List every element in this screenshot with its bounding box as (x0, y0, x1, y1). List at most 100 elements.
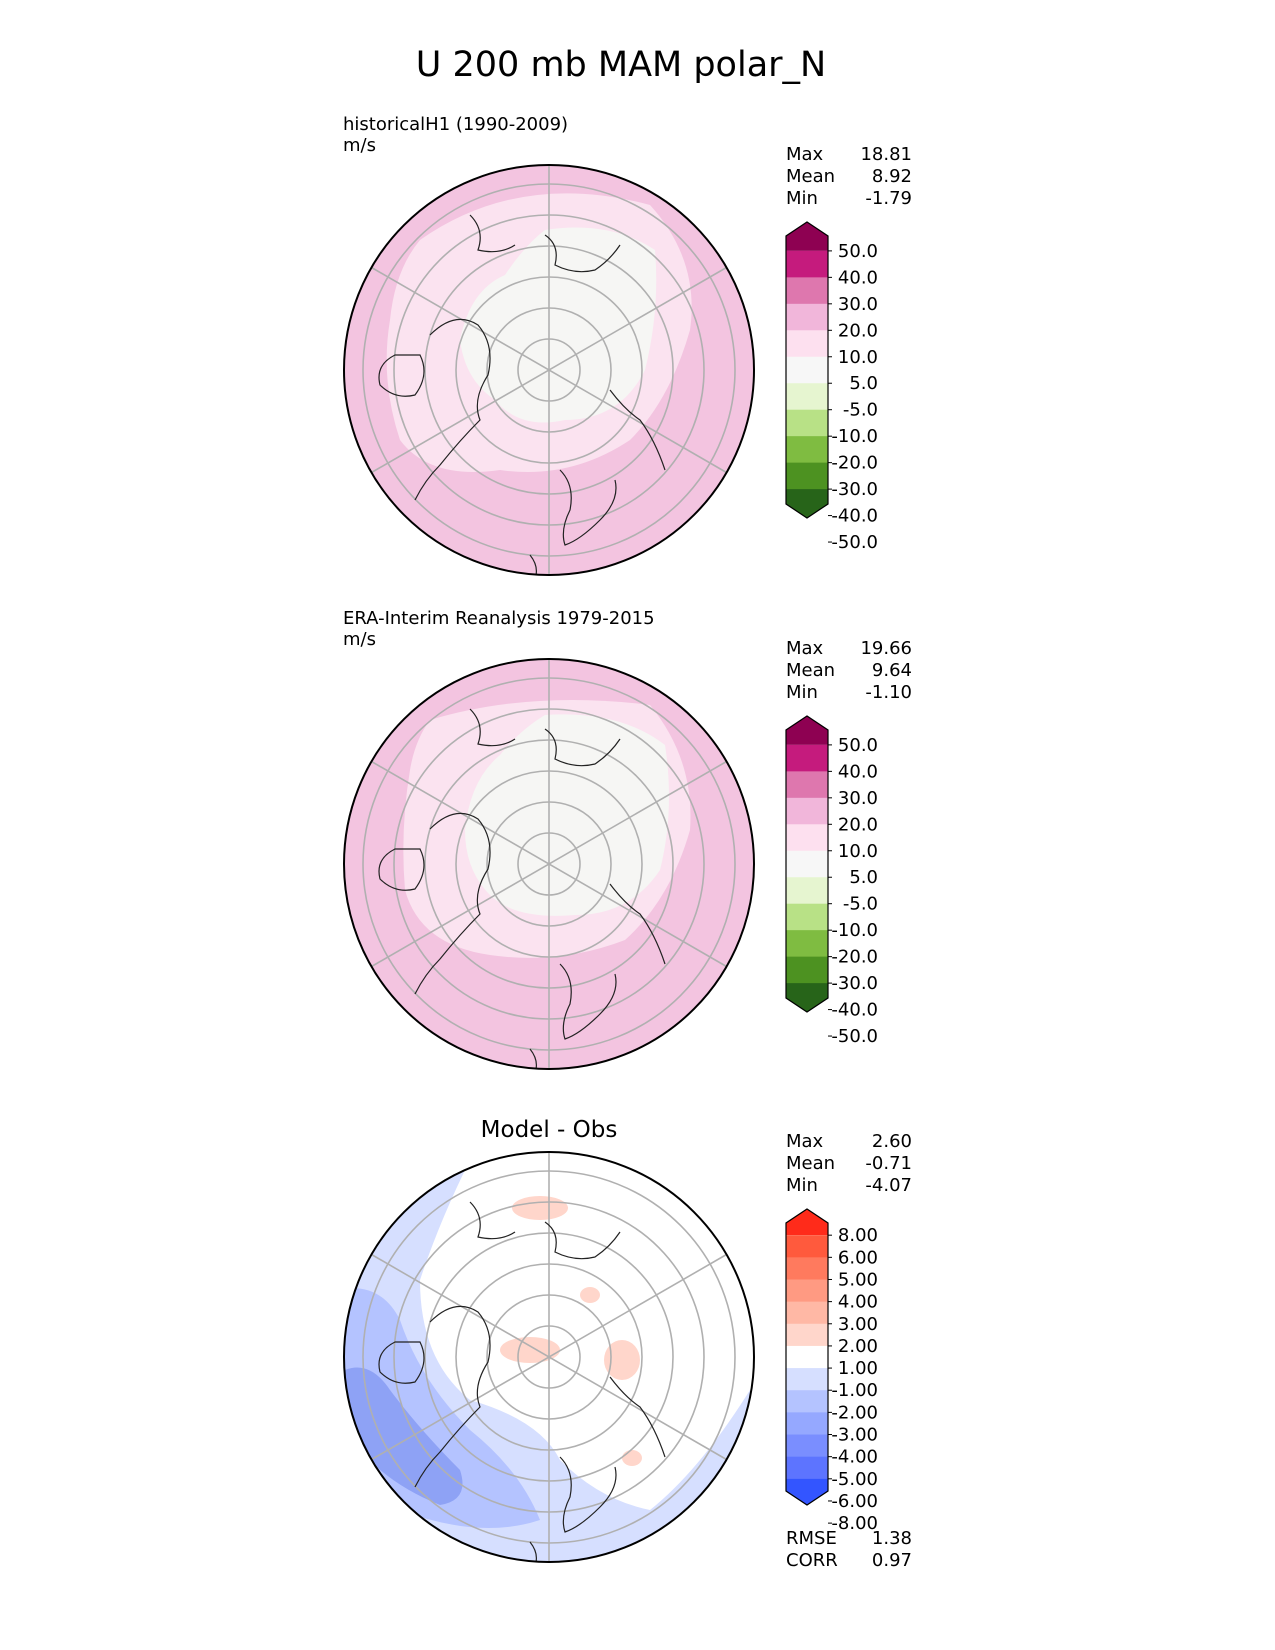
metric-label-corr: CORR (786, 1550, 838, 1571)
colorbar-segment (786, 462, 828, 490)
stat-label-min: Min (786, 682, 818, 703)
colorbar-segment (786, 1456, 828, 1480)
panel-1-field-core (460, 227, 657, 423)
panel-3-field-red-se (622, 1450, 642, 1466)
colorbar-segment (786, 1434, 828, 1458)
colorbar-tick-label: 3.00 (838, 1314, 878, 1335)
colorbar-segment (786, 356, 828, 384)
stat-label-mean: Mean (786, 1153, 835, 1174)
panel-3-field-red-east (604, 1340, 640, 1380)
colorbar-segment (786, 1368, 828, 1391)
colorbar-extend-bottom (786, 1478, 828, 1505)
panel-1-graticule (362, 165, 736, 575)
colorbar-tick-label: -20.0 (831, 453, 878, 474)
panel-1-coastlines (378, 214, 666, 575)
panel-1-stats: Max 18.81 Mean 8.92 Min -1.79 (786, 144, 912, 209)
colorbar-tick-label: 20.0 (838, 320, 878, 341)
colorbar-extend-bottom (786, 983, 828, 1012)
panel-2-field-core (465, 714, 669, 916)
colorbar-tick-label: -30.0 (831, 479, 878, 500)
panel-3-field-red-north (512, 1196, 568, 1220)
colorbar-segment (786, 797, 828, 825)
colorbar-segment (786, 436, 828, 464)
panel-2-coastlines (378, 708, 666, 1069)
stat-label-mean: Mean (786, 660, 835, 681)
colorbar-tick-label: -6.00 (831, 1491, 878, 1512)
colorbar-tick-label: 8.00 (838, 1225, 878, 1246)
colorbar-tick-label: 5.0 (849, 867, 878, 888)
colorbar-segment (786, 1412, 828, 1436)
colorbar-outline (785, 1208, 829, 1506)
colorbar-tick-label: 50.0 (838, 735, 878, 756)
panel-3-metrics: RMSE 1.38 CORR 0.97 (786, 1528, 912, 1571)
stat-value-min: -1.79 (865, 188, 912, 209)
colorbar-extend-top (786, 222, 828, 251)
colorbar-segment (786, 409, 828, 437)
panel-3-map (344, 1152, 754, 1562)
panel-3-stats: Max 2.60 Mean -0.71 Min -4.07 (786, 1131, 912, 1196)
colorbar-segment (786, 850, 828, 878)
colorbar-outline (785, 221, 829, 519)
colorbar-tick-label: -1.00 (831, 1380, 878, 1401)
metric-label-rmse: RMSE (786, 1528, 837, 1549)
panel-2-map-border (343, 658, 755, 1070)
colorbar-segment (786, 903, 828, 931)
colorbar-tick-label: 10.0 (838, 841, 878, 862)
colorbar-tick-label: 4.00 (838, 1292, 878, 1313)
colorbar-tick-label: -4.00 (831, 1447, 878, 1468)
colorbar-tick-label: 6.00 (838, 1247, 878, 1268)
panel-1-colorbar: 50.0 40.0 30.0 20.0 10.0 5.0 -5.0 -10.0 -20.0 -30… (785, 221, 878, 553)
panel-2-stats: Max 19.66 Mean 9.64 Min -1.10 (786, 638, 912, 703)
colorbar-extend-bottom (786, 489, 828, 518)
panel-1-units: m/s (343, 135, 376, 156)
stat-value-mean: -0.71 (865, 1153, 912, 1174)
panel-2-graticule (362, 659, 736, 1069)
stat-value-mean: 8.92 (872, 166, 912, 187)
colorbar-tick-label: 30.0 (838, 294, 878, 315)
colorbar-segment (786, 744, 828, 772)
colorbar-tick-label: 10.0 (838, 347, 878, 368)
metric-value-corr: 0.97 (872, 1550, 912, 1571)
colorbar-tick-label: -20.0 (831, 947, 878, 968)
stat-value-max: 19.66 (860, 638, 912, 659)
panel-2-subtitle: ERA-Interim Reanalysis 1979-2015 (343, 608, 655, 629)
panel-3-field-red-pole (500, 1337, 560, 1363)
colorbar-tick-label: -10.0 (831, 426, 878, 447)
panel-2-map (344, 659, 754, 1069)
panel-3-subtitle: Model - Obs (481, 1117, 618, 1143)
stat-value-min: -1.10 (865, 682, 912, 703)
colorbar-segment (786, 1323, 828, 1347)
stat-label-min: Min (786, 188, 818, 209)
colorbar-tick-label: 40.0 (838, 267, 878, 288)
figure-title: U 200 mb MAM polar_N (416, 45, 826, 85)
colorbar-segment (786, 956, 828, 984)
colorbar-segment (786, 1390, 828, 1413)
panel-2: ERA-Interim Reanalysis 1979-2015 m/s (343, 608, 912, 1070)
colorbar-tick-label: -2.00 (831, 1402, 878, 1423)
stat-value-max: 18.81 (860, 144, 912, 165)
panel-3-colorbar: 8.006.005.004.003.002.001.00-1.00-2.00-3… (785, 1208, 878, 1534)
colorbar-tick-label: -10.0 (831, 920, 878, 941)
stat-value-min: -4.07 (865, 1175, 912, 1196)
colorbar-tick-label: -50.0 (831, 1026, 878, 1047)
colorbar-tick-label: -5.0 (843, 894, 878, 915)
colorbar-tick-label: -8.00 (831, 1513, 878, 1534)
stat-value-max: 2.60 (872, 1131, 912, 1152)
colorbar-tick-label: 5.00 (838, 1269, 878, 1290)
colorbar-tick-label: -50.0 (831, 532, 878, 553)
colorbar-tick-label: -3.00 (831, 1425, 878, 1446)
colorbar-tick-label: 5.0 (849, 373, 878, 394)
panel-2-colorbar: 50.0 40.0 30.0 20.0 10.0 5.0 -5.0 -10.0 -20.0 -30… (785, 715, 878, 1047)
colorbar-tick-label: -30.0 (831, 973, 878, 994)
panel-3-map-border (343, 1151, 755, 1563)
colorbar-segment (786, 330, 828, 358)
colorbar-segment (786, 383, 828, 411)
colorbar-tick-label: -40.0 (831, 506, 878, 527)
stat-label-max: Max (786, 144, 824, 165)
colorbar-tick-label: -5.00 (831, 1469, 878, 1490)
colorbar-segment (786, 824, 828, 852)
colorbar-segment (786, 1345, 828, 1369)
colorbar-segment (786, 1257, 828, 1281)
panel-3-graticule (362, 1152, 736, 1562)
